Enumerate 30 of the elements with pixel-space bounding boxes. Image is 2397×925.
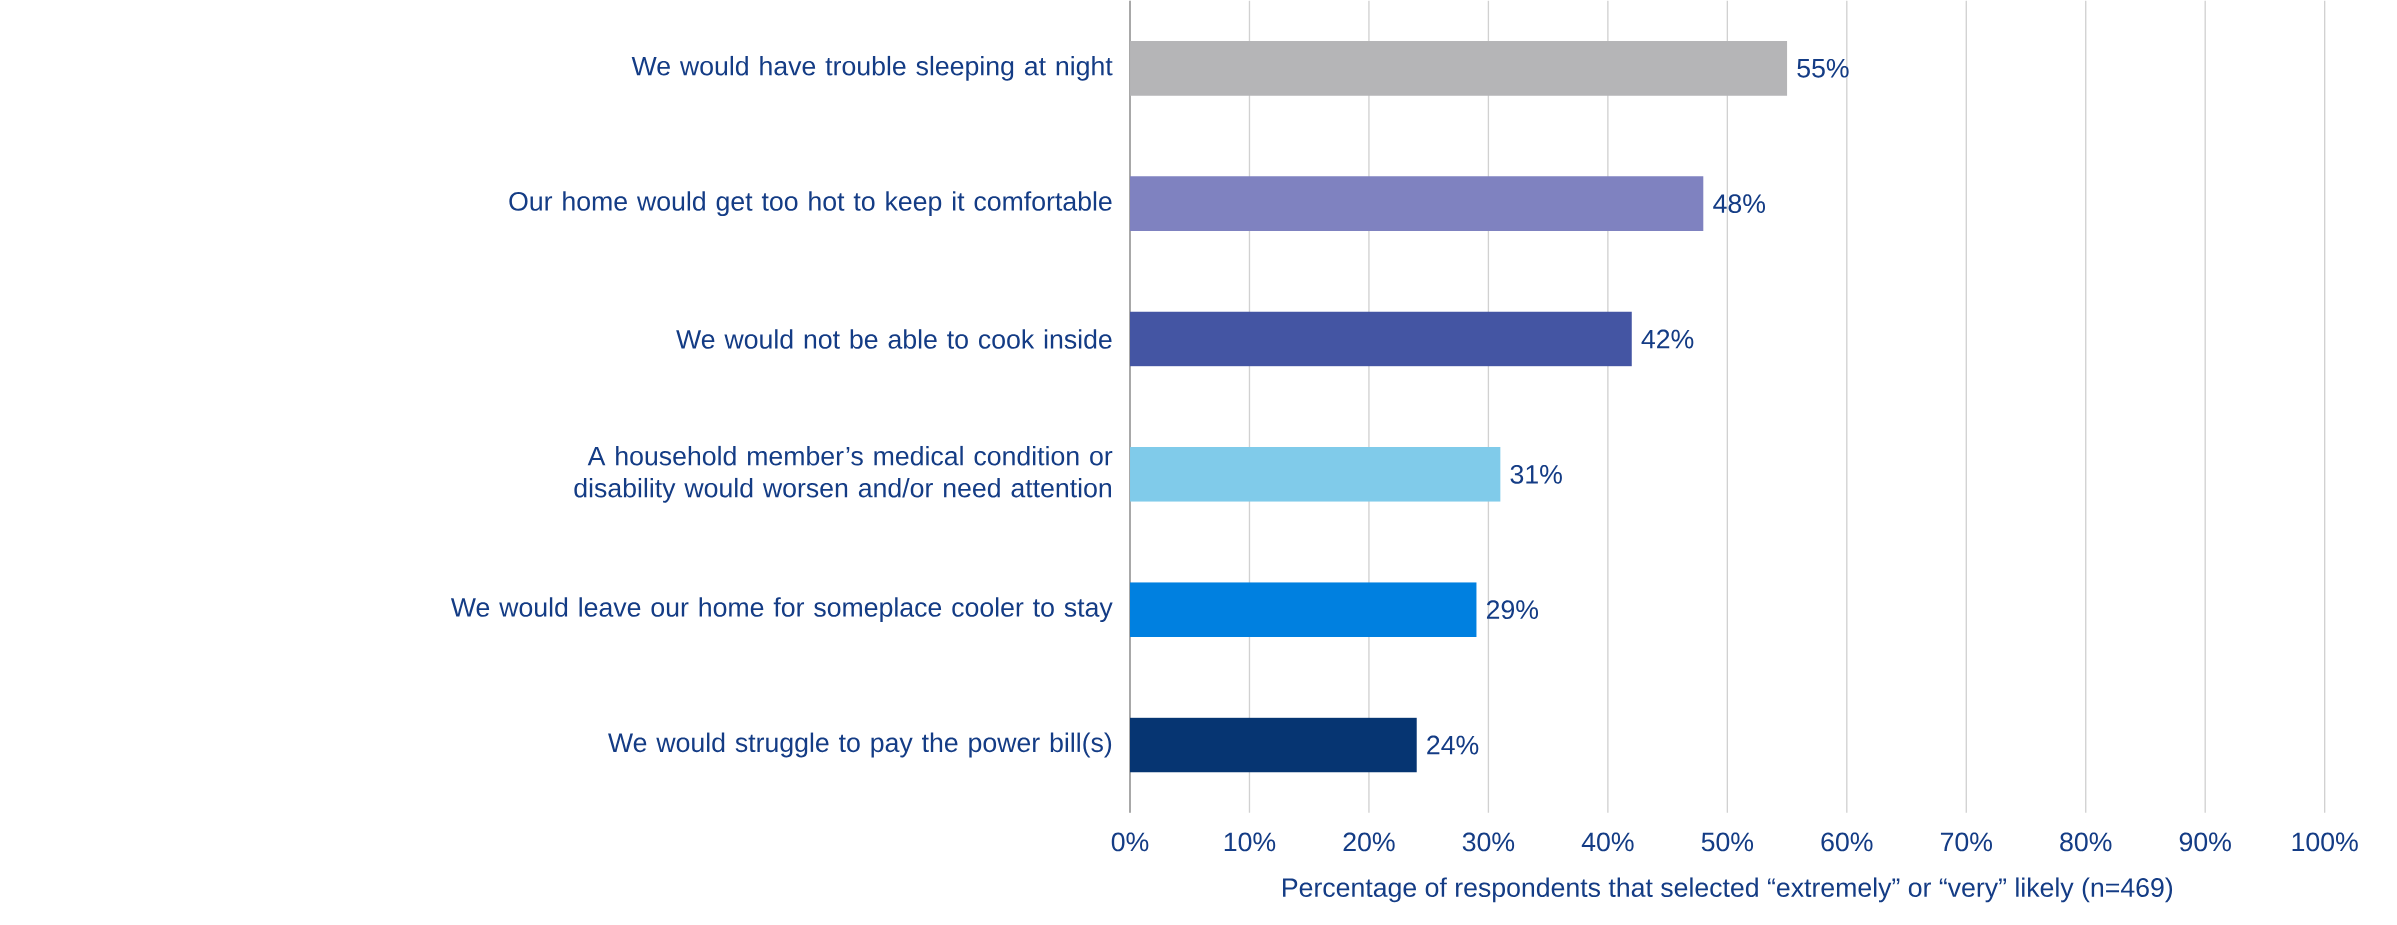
- y-tick-label: We would struggle to pay the power bill(s): [608, 732, 1112, 758]
- data-label: 42%: [1641, 329, 1694, 349]
- x-tick-label: 0%: [1111, 832, 1149, 852]
- x-tick-label: 30%: [1462, 832, 1515, 852]
- x-tick-label: 40%: [1581, 832, 1634, 852]
- y-tick-label: We would have trouble sleeping at night: [631, 56, 1113, 81]
- x-tick-label: 10%: [1224, 832, 1276, 852]
- x-tick-label: 80%: [2060, 832, 2112, 852]
- y-tick-label: Our home would get too hot to keep it comfortable: [509, 191, 1112, 217]
- x-tick-label: 50%: [1701, 832, 1754, 852]
- bar: [1130, 311, 1632, 367]
- data-label: 24%: [1427, 735, 1479, 755]
- x-axis-title: Percentage of respondents that selected “extremely” or “very” likely (n=469): [1283, 877, 2173, 903]
- x-tick-label: 70%: [1940, 832, 1992, 852]
- y-tick-label: A household member’s medical condition or disability would worsen and/or need attention: [574, 446, 1113, 503]
- y-tick-label: We would leave our home for someplace cooler to stay: [450, 597, 1113, 623]
- bar: [1130, 176, 1704, 232]
- data-label: 55%: [1797, 59, 1849, 78]
- bar: [1130, 582, 1477, 638]
- bar: [1130, 717, 1417, 773]
- bar: [1130, 447, 1501, 502]
- data-label: 29%: [1486, 600, 1539, 620]
- y-tick-label: We would not be able to cook inside: [676, 329, 1112, 349]
- bar: [1130, 41, 1788, 96]
- x-tick-label: 100%: [2292, 832, 2358, 852]
- x-tick-label: 90%: [2179, 832, 2231, 852]
- x-tick-label: 20%: [1343, 832, 1395, 852]
- x-tick-label: 60%: [1821, 832, 1873, 852]
- data-label: 48%: [1713, 194, 1765, 214]
- data-label: 31%: [1510, 465, 1562, 484]
